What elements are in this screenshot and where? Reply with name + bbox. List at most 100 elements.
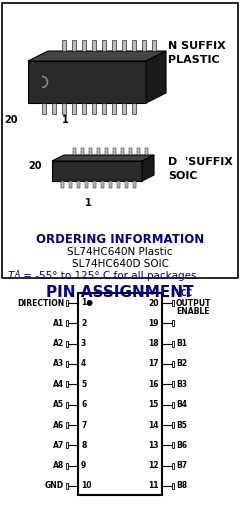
Text: 4: 4 (81, 359, 86, 369)
Bar (66, 320, 68, 326)
Bar (112, 103, 116, 114)
Text: 1●: 1● (81, 299, 93, 308)
Bar (172, 442, 174, 448)
Bar (120, 148, 124, 155)
Bar (102, 103, 106, 114)
Bar (78, 293, 162, 495)
Bar (72, 148, 76, 155)
Text: 8: 8 (81, 441, 86, 450)
Bar (172, 422, 174, 428)
Bar (66, 463, 68, 469)
Bar (144, 148, 148, 155)
Text: 3: 3 (81, 339, 86, 348)
Text: N SUFFIX
PLASTIC: N SUFFIX PLASTIC (168, 41, 226, 65)
Bar (172, 381, 174, 388)
Text: 17: 17 (148, 359, 159, 369)
Bar (89, 148, 91, 155)
Text: GND: GND (45, 482, 64, 491)
Bar (152, 40, 156, 51)
Bar (77, 181, 79, 188)
Text: SL74HC640N Plastic: SL74HC640N Plastic (67, 247, 173, 257)
Polygon shape (52, 155, 154, 161)
Bar (66, 361, 68, 367)
Bar (52, 103, 56, 114)
Text: B3: B3 (176, 380, 187, 389)
Bar (62, 40, 66, 51)
Bar (42, 103, 46, 114)
Text: VCC
OUTPUT
ENABLE: VCC OUTPUT ENABLE (176, 290, 211, 316)
Text: 20: 20 (149, 299, 159, 308)
Polygon shape (28, 61, 146, 103)
Polygon shape (146, 51, 166, 103)
Bar (66, 483, 68, 489)
Text: B1: B1 (176, 339, 187, 348)
Text: B7: B7 (176, 461, 187, 470)
Bar (122, 103, 126, 114)
Text: 1: 1 (85, 198, 91, 208)
Text: 16: 16 (149, 380, 159, 389)
Text: A4: A4 (53, 380, 64, 389)
Text: 12: 12 (149, 461, 159, 470)
Bar (96, 148, 100, 155)
Bar (125, 181, 127, 188)
Bar (172, 340, 174, 347)
Bar (104, 148, 108, 155)
Bar (128, 148, 132, 155)
Bar (108, 181, 112, 188)
Text: T: T (8, 271, 14, 281)
Text: A2: A2 (53, 339, 64, 348)
Text: 20: 20 (5, 115, 18, 125)
Bar (68, 181, 72, 188)
Text: A3: A3 (53, 359, 64, 369)
Text: A6: A6 (53, 420, 64, 429)
Bar (66, 340, 68, 347)
Bar (142, 40, 146, 51)
Text: B5: B5 (176, 420, 187, 429)
Bar (66, 422, 68, 428)
Bar (72, 103, 76, 114)
Bar (172, 402, 174, 407)
Bar (116, 181, 120, 188)
Bar (82, 40, 86, 51)
Bar (137, 148, 139, 155)
Bar (172, 483, 174, 489)
Bar (92, 103, 96, 114)
Text: SL74HC640D SOIC: SL74HC640D SOIC (72, 259, 168, 269)
Text: 1: 1 (62, 115, 68, 125)
Bar (172, 463, 174, 469)
Bar (80, 148, 84, 155)
Text: 20: 20 (29, 161, 42, 171)
Text: B8: B8 (176, 482, 187, 491)
Polygon shape (142, 155, 154, 181)
Bar (92, 40, 96, 51)
Text: 18: 18 (148, 339, 159, 348)
Text: 2: 2 (81, 319, 86, 328)
Text: A8: A8 (53, 461, 64, 470)
Bar (84, 181, 88, 188)
Text: ORDERING INFORMATION: ORDERING INFORMATION (36, 233, 204, 246)
Polygon shape (28, 51, 166, 61)
Text: B2: B2 (176, 359, 187, 369)
Bar (132, 181, 136, 188)
Bar (172, 300, 174, 306)
Text: 15: 15 (149, 400, 159, 409)
Bar (102, 40, 106, 51)
Text: = -55° to 125° C for all packages: = -55° to 125° C for all packages (20, 271, 197, 281)
Text: B4: B4 (176, 400, 187, 409)
Text: A7: A7 (53, 441, 64, 450)
Bar (172, 320, 174, 326)
Bar (72, 40, 76, 51)
Bar (112, 40, 116, 51)
Bar (66, 442, 68, 448)
Bar (101, 181, 103, 188)
Text: 13: 13 (149, 441, 159, 450)
Polygon shape (52, 161, 142, 181)
Text: A1: A1 (53, 319, 64, 328)
Bar (92, 181, 96, 188)
Text: 11: 11 (149, 482, 159, 491)
Bar (2, 3, 238, 278)
Text: 19: 19 (149, 319, 159, 328)
Bar (132, 103, 136, 114)
Bar (132, 40, 136, 51)
Text: A5: A5 (53, 400, 64, 409)
